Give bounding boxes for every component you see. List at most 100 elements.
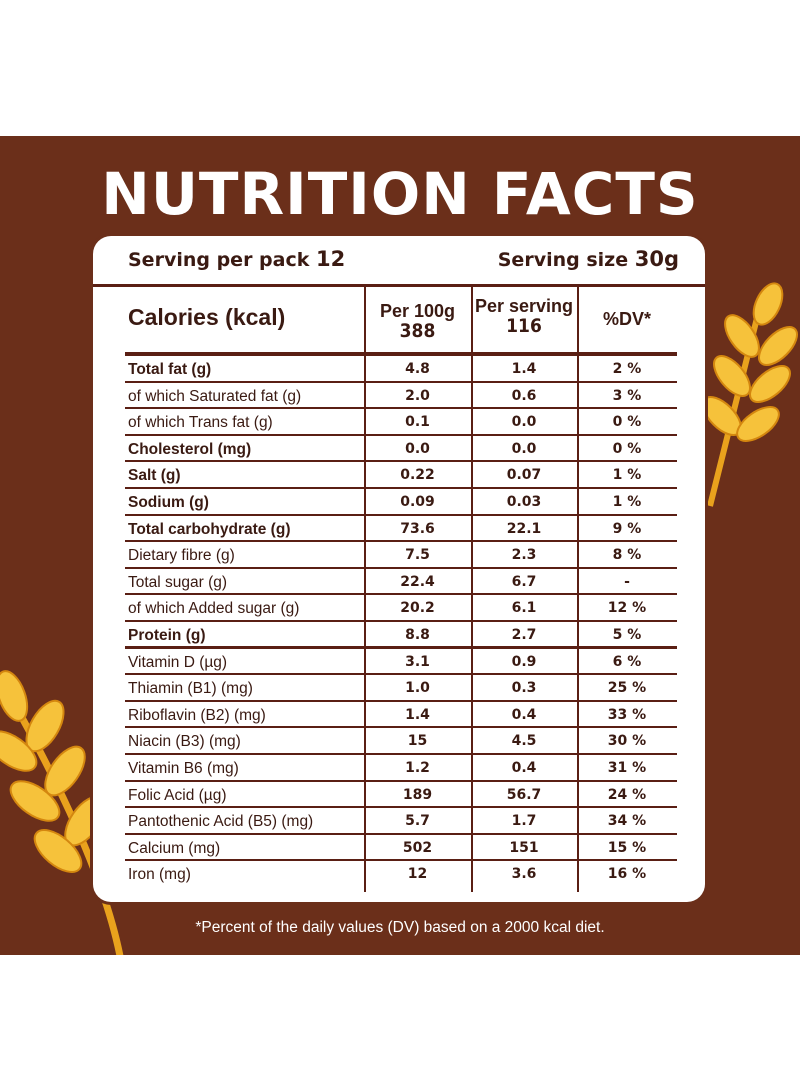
table-row: Dietary fibre (g) 7.5 2.3 8 %: [125, 542, 677, 569]
nutrient-name: Total carbohydrate (g): [128, 520, 291, 538]
daily-value-percent: 24 %: [607, 786, 647, 803]
per-100g-value: 73.6: [400, 520, 435, 537]
row-divider: [125, 832, 677, 835]
table-row: of which Saturated fat (g) 2.0 0.6 3 %: [125, 383, 677, 410]
table-row: Thiamin (B1) (mg) 1.0 0.3 25 %: [125, 675, 677, 702]
per-100g-value: 0.1: [405, 414, 430, 431]
dv-header: %DV*: [602, 309, 651, 329]
per-serving-value: 22.1: [506, 520, 542, 537]
nutrient-name: Riboflavin (B2) (mg): [128, 706, 266, 724]
row-divider: [125, 859, 677, 862]
nutrient-name: Cholesterol (mg): [128, 440, 252, 458]
nutrient-name: Niacin (B3) (mg): [128, 733, 241, 751]
per-serving-value: 0.6: [511, 387, 537, 404]
daily-value-percent: 9 %: [612, 520, 642, 537]
per-serving-calories: 116: [506, 315, 542, 337]
table-row: Iron (mg) 12 3.6 16 %: [125, 861, 677, 888]
per-serving-value: 4.5: [511, 733, 537, 750]
nutrient-name: Salt (g): [128, 467, 181, 485]
per-serving-value: 6.1: [511, 600, 537, 617]
column-divider: [364, 287, 366, 892]
serving-size-value: 30g: [634, 247, 679, 271]
nutrition-panel: NUTRITION FACTS Serving per pack: [0, 136, 800, 955]
per-100g-value: 0.09: [400, 494, 435, 510]
daily-value-percent: 2 %: [612, 361, 642, 377]
table-row: Folic Acid (µg) 189 56.7 24 %: [125, 782, 677, 809]
per-serving-value: 6.7: [511, 573, 537, 590]
row-divider: [125, 540, 677, 543]
per-serving-value: 0.0: [511, 414, 537, 431]
page-title: NUTRITION FACTS: [101, 160, 699, 228]
nutrient-name: of which Saturated fat (g): [128, 387, 302, 405]
per-100g-value: 3.1: [405, 653, 430, 670]
per-serving-value: 0.4: [511, 706, 537, 723]
nutrient-name: Sodium (g): [128, 494, 209, 511]
daily-value-percent: 6 %: [612, 653, 642, 670]
per-100g-value: 12: [407, 866, 428, 883]
daily-value-percent: 12 %: [607, 600, 647, 617]
per-100g-value: 1.4: [405, 706, 430, 723]
footnote: *Percent of the daily values (DV) based …: [195, 919, 605, 936]
per-100g-value: 0.22: [400, 467, 435, 484]
row-divider: [125, 779, 677, 782]
row-divider: [125, 433, 677, 436]
table-row: Protein (g) 8.8 2.7 5 %: [125, 622, 677, 649]
per-100g-value: 189: [402, 786, 433, 803]
per-100g-value: 15: [407, 733, 428, 750]
per-serving-header: Per serving 116: [471, 296, 577, 361]
per-serving-value: 3.6: [511, 866, 537, 883]
row-divider: [125, 699, 677, 702]
row-divider: [125, 566, 677, 569]
daily-value-percent: 1 %: [612, 467, 642, 484]
row-divider: [125, 619, 677, 622]
per-100g-value: 0.0: [405, 440, 430, 457]
nutrient-name: Total fat (g): [128, 361, 212, 378]
row-divider: [125, 645, 677, 649]
per-serving-value: 0.03: [506, 494, 542, 510]
per-serving-value: 0.4: [511, 760, 537, 776]
row-divider: [125, 380, 677, 383]
row-divider: [125, 752, 677, 755]
table-row: Total fat (g) 4.8 1.4 2 %: [125, 356, 677, 383]
daily-value-percent: 34 %: [607, 813, 647, 830]
row-divider: [125, 673, 677, 676]
daily-value-percent: 3 %: [612, 387, 642, 404]
daily-value-percent: 8 %: [612, 547, 642, 564]
table-row: Riboflavin (B2) (mg) 1.4 0.4 33 %: [125, 702, 677, 729]
per-100g-label: Per 100g: [379, 301, 456, 321]
nutrient-name: Iron (mg): [128, 866, 191, 884]
per-100g-header: Per 100g 388: [364, 301, 471, 366]
daily-value-percent: 0 %: [612, 414, 642, 431]
servings-per-pack-value: 12: [316, 247, 346, 271]
daily-value-percent: -: [624, 573, 630, 590]
nutrient-name: of which Added sugar (g): [128, 600, 300, 618]
servings-per-pack-label: Serving per pack: [128, 249, 310, 271]
table-row: of which Trans fat (g) 0.1 0.0 0 %: [125, 409, 677, 436]
daily-value-percent: 16 %: [607, 866, 647, 883]
per-100g-value: 2.0: [405, 387, 430, 404]
daily-value-percent: 31 %: [607, 760, 647, 776]
daily-value-percent: 15 %: [607, 839, 647, 856]
per-100g-calories: 388: [399, 320, 436, 342]
nutrient-name: Calcium (mg): [128, 839, 221, 857]
daily-value-percent: 33 %: [607, 706, 647, 723]
table-row: Cholesterol (mg) 0.0 0.0 0 %: [125, 436, 677, 463]
table-row: Sodium (g) 0.09 0.03 1 %: [125, 489, 677, 516]
calories-label: Calories (kcal): [128, 304, 286, 330]
per-serving-value: 151: [509, 839, 539, 856]
per-serving-value: 56.7: [506, 786, 542, 803]
daily-value-percent: 5 %: [612, 627, 642, 643]
per-100g-value: 502: [402, 839, 433, 856]
row-divider: [125, 726, 677, 729]
table-row: Total carbohydrate (g) 73.6 22.1 9 %: [125, 516, 677, 543]
nutrient-name: Vitamin B6 (mg): [128, 760, 239, 777]
row-divider: [125, 513, 677, 516]
table-row: Salt (g) 0.22 0.07 1 %: [125, 462, 677, 489]
row-divider: [125, 486, 677, 489]
table-row: Pantothenic Acid (B5) (mg) 5.7 1.7 34 %: [125, 808, 677, 835]
nutrient-name: Dietary fibre (g): [128, 547, 235, 565]
per-100g-value: 1.0: [405, 680, 430, 697]
nutrient-name: Thiamin (B1) (mg): [128, 680, 253, 698]
row-divider: [125, 593, 677, 596]
nutrient-name: Total sugar (g): [128, 573, 228, 591]
